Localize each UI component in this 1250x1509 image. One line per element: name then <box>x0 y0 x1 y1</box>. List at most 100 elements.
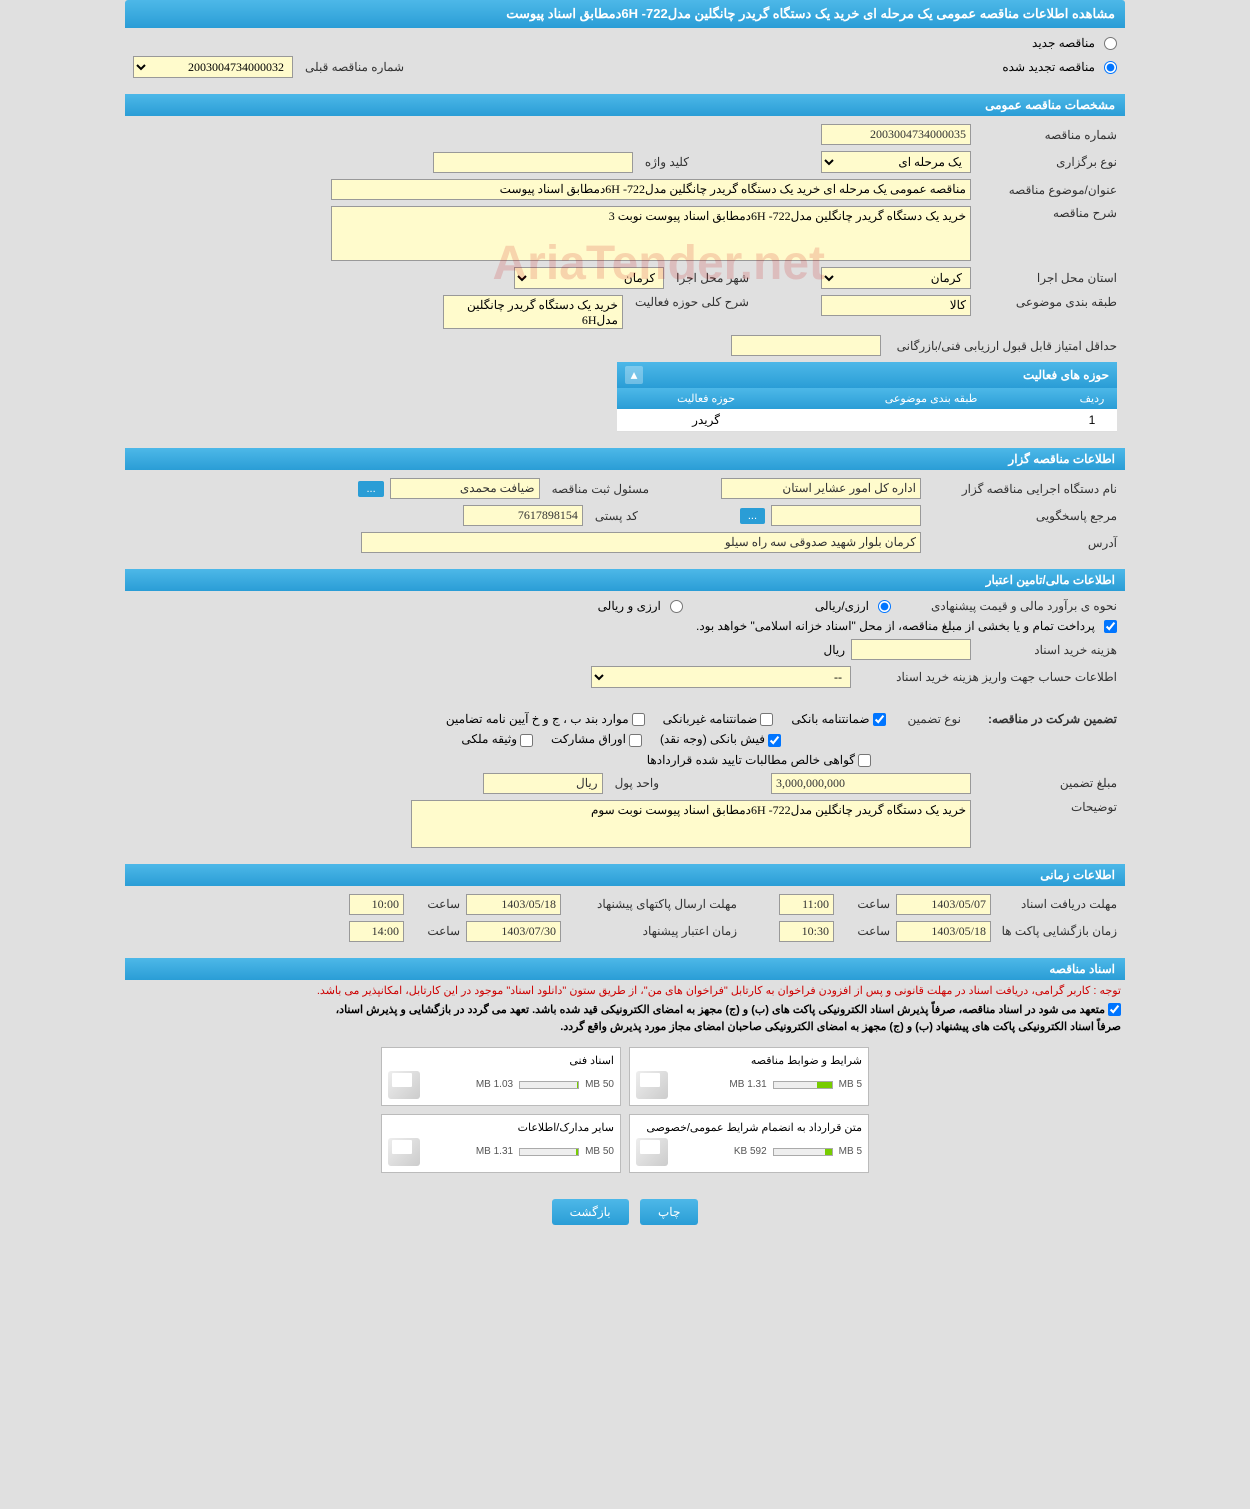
type-select[interactable]: یک مرحله ای <box>821 151 971 173</box>
cb-bank[interactable] <box>873 713 886 726</box>
dots-button[interactable]: ... <box>358 481 383 497</box>
subject-label: عنوان/موضوع مناقصه <box>977 183 1117 197</box>
receive-label: مهلت دریافت اسناد <box>997 897 1117 911</box>
cb-nonbank[interactable] <box>760 713 773 726</box>
file-size: 1.31 MB <box>729 1079 766 1090</box>
radio-renewed-tender[interactable] <box>1104 61 1117 74</box>
activity-desc-label: شرح کلی حوزه فعالیت <box>629 295 749 309</box>
page-title: مشاهده اطلاعات مناقصه عمومی یک مرحله ای … <box>125 0 1125 28</box>
cb-nonbank-label: ضمانتنامه غیربانکی <box>663 712 758 726</box>
subject-input[interactable] <box>331 179 971 200</box>
receive-date <box>896 894 991 915</box>
desc-textarea[interactable]: خرید یک دستگاه گریدر چانگلین مدل722- 6Hد… <box>331 206 971 261</box>
col-field: حوزه فعالیت <box>617 388 795 409</box>
radio-rial[interactable] <box>878 600 891 613</box>
notes-textarea[interactable]: خرید یک دستگاه گریدر چانگلین مدل722- 6Hد… <box>411 800 971 848</box>
cb-bonds-label: اوراق مشارکت <box>551 732 626 746</box>
file-box[interactable]: شرایط و ضوابط مناقصه5 MB1.31 MB <box>629 1047 869 1106</box>
valid-label: زمان اعتبار پیشنهاد <box>567 924 737 938</box>
cb-property[interactable] <box>520 734 533 747</box>
section-dates: اطلاعات زمانی <box>125 864 1125 886</box>
org-input <box>721 478 921 499</box>
activity-desc-textarea[interactable]: خرید یک دستگاه گریدر چانگلین مدل6H <box>443 295 623 329</box>
reg-officer-input <box>390 478 540 499</box>
cb-cash-label: فیش بانکی (وجه نقد) <box>660 732 765 746</box>
file-limit: 5 MB <box>839 1079 862 1090</box>
commit-checkbox[interactable] <box>1108 1003 1121 1016</box>
cb-bonds[interactable] <box>629 734 642 747</box>
keyword-label: کلید واژه <box>639 155 689 169</box>
min-score-input[interactable] <box>731 335 881 356</box>
section-buyer-info: اطلاعات مناقصه گزار <box>125 448 1125 470</box>
contact-label: مرجع پاسخگویی <box>927 509 1117 523</box>
file-title: متن قرارداد به انضمام شرایط عمومی/خصوصی <box>636 1121 862 1134</box>
section-financial: اطلاعات مالی/تامین اعتبار <box>125 569 1125 591</box>
prev-tender-select[interactable]: 2003004734000032 <box>133 56 293 78</box>
back-button[interactable]: بازگشت <box>552 1199 629 1225</box>
notice-3: صرفاً اسناد الکترونیکی پاکت های پیشنهاد … <box>125 1018 1125 1035</box>
cb-cash[interactable] <box>768 734 781 747</box>
section-general-spec: مشخصات مناقصه عمومی <box>125 94 1125 116</box>
dots-button-2[interactable]: ... <box>740 508 765 524</box>
file-box[interactable]: متن قرارداد به انضمام شرایط عمومی/خصوصی 5… <box>629 1114 869 1173</box>
send-hour <box>349 894 404 915</box>
category-input <box>821 295 971 316</box>
cb-receivable[interactable] <box>858 754 871 767</box>
col-category: طبقه بندی موضوعی <box>795 388 1067 409</box>
file-title: سایر مدارک/اطلاعات <box>388 1121 614 1134</box>
print-button[interactable]: چاپ <box>640 1199 698 1225</box>
treasury-checkbox[interactable] <box>1104 620 1117 633</box>
hour-label-4: ساعت <box>410 924 460 938</box>
desc-label: شرح مناقصه <box>977 206 1117 220</box>
file-size: 592 KB <box>734 1146 767 1157</box>
valid-hour <box>349 921 404 942</box>
activity-table: ردیف طبقه بندی موضوعی حوزه فعالیت 1گریدر <box>617 388 1117 432</box>
open-label: زمان بازگشایی پاکت ها <box>997 924 1117 938</box>
file-limit: 5 MB <box>839 1146 862 1157</box>
file-box[interactable]: اسناد فنی50 MB1.03 MB <box>381 1047 621 1106</box>
deposit-acct-select[interactable]: -- <box>591 666 851 688</box>
radio-new-tender[interactable] <box>1104 37 1117 50</box>
doc-fee-input[interactable] <box>851 639 971 660</box>
file-box[interactable]: سایر مدارک/اطلاعات50 MB1.31 MB <box>381 1114 621 1173</box>
progress-bar <box>519 1081 579 1089</box>
amount-input <box>771 773 971 794</box>
province-select[interactable]: کرمان <box>821 267 971 289</box>
col-row: ردیف <box>1067 388 1117 409</box>
collapse-icon[interactable]: ▴ <box>625 366 643 384</box>
cb-receivable-label: گواهی خالص مطالبات تایید شده قراردادها <box>647 753 855 767</box>
province-label: استان محل اجرا <box>977 271 1117 285</box>
category-label: طبقه بندی موضوعی <box>977 295 1117 309</box>
folder-icon <box>388 1071 420 1099</box>
radio-rial-label: ارزی/ریالی <box>815 599 869 613</box>
cb-bank-label: ضمانتنامه بانکی <box>791 712 869 726</box>
radio-renewed-label: مناقصه تجدید شده <box>1002 60 1095 74</box>
send-date <box>466 894 561 915</box>
notes-label: توضیحات <box>977 800 1117 814</box>
deposit-acct-label: اطلاعات حساب جهت واریز هزینه خرید اسناد <box>857 670 1117 684</box>
progress-bar <box>773 1081 833 1089</box>
doc-fee-label: هزینه خرید اسناد <box>977 643 1117 657</box>
amount-label: مبلغ تضمین <box>977 776 1117 790</box>
tender-no-label: شماره مناقصه <box>977 128 1117 142</box>
receive-hour <box>779 894 834 915</box>
radio-mixed[interactable] <box>670 600 683 613</box>
tender-no-input <box>821 124 971 145</box>
postal-input <box>463 505 583 526</box>
activity-table-title: حوزه های فعالیت <box>1023 368 1109 382</box>
city-select[interactable]: کرمان <box>514 267 664 289</box>
cb-regulation-label: موارد بند ب ، ج و خ آیین نامه تضامین <box>446 712 629 726</box>
doc-fee-unit: ریال <box>823 643 845 657</box>
estimate-label: نحوه ی برآورد مالی و قیمت پیشنهادی <box>897 599 1117 613</box>
cb-regulation[interactable] <box>632 713 645 726</box>
progress-bar <box>773 1148 833 1156</box>
section-documents: اسناد مناقصه <box>125 958 1125 980</box>
treasury-note: پرداخت تمام و یا بخشی از مبلغ مناقصه، از… <box>696 619 1095 633</box>
open-hour <box>779 921 834 942</box>
postal-label: کد پستی <box>589 509 638 523</box>
contact-input[interactable] <box>771 505 921 526</box>
open-date <box>896 921 991 942</box>
keyword-input[interactable] <box>433 152 633 173</box>
file-limit: 50 MB <box>585 1146 614 1157</box>
folder-icon <box>388 1138 420 1166</box>
